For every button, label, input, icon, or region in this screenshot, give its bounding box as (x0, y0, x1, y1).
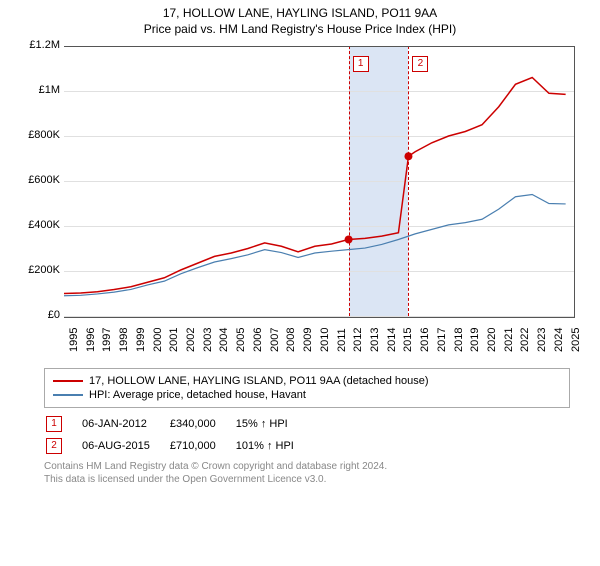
sale-delta: 15% ↑ HPI (236, 414, 312, 434)
sales-table: 106-JAN-2012£340,00015% ↑ HPI206-AUG-201… (44, 412, 314, 458)
x-axis-label: 1995 (68, 328, 80, 352)
x-axis-label: 2003 (202, 328, 214, 352)
x-axis-label: 2014 (386, 328, 398, 352)
sale-price: £710,000 (170, 436, 234, 456)
sale-price: £340,000 (170, 414, 234, 434)
x-axis-label: 2019 (469, 328, 481, 352)
x-axis-label: 2025 (570, 328, 582, 352)
x-axis-label: 2023 (536, 328, 548, 352)
series-hpi (64, 195, 566, 296)
sale-number: 2 (46, 436, 80, 456)
footer-line-1: Contains HM Land Registry data © Crown c… (44, 460, 570, 473)
footer-attribution: Contains HM Land Registry data © Crown c… (44, 460, 570, 486)
table-row: 206-AUG-2015£710,000101% ↑ HPI (46, 436, 312, 456)
sale-marker (404, 152, 412, 160)
footer-line-2: This data is licensed under the Open Gov… (44, 473, 570, 486)
x-axis-label: 2001 (168, 328, 180, 352)
legend-swatch (53, 380, 83, 382)
x-axis-label: 2000 (152, 328, 164, 352)
legend-swatch (53, 394, 83, 396)
x-axis-label: 2016 (419, 328, 431, 352)
x-axis-label: 2022 (519, 328, 531, 352)
sale-delta: 101% ↑ HPI (236, 436, 312, 456)
x-axis-label: 1996 (85, 328, 97, 352)
page-title: 17, HOLLOW LANE, HAYLING ISLAND, PO11 9A… (0, 6, 600, 20)
x-axis-label: 2006 (252, 328, 264, 352)
x-axis-label: 2007 (269, 328, 281, 352)
page-subtitle: Price paid vs. HM Land Registry's House … (0, 22, 600, 36)
x-axis-label: 2021 (503, 328, 515, 352)
sale-date: 06-JAN-2012 (82, 414, 168, 434)
series-price_paid (64, 78, 566, 294)
x-axis-label: 2002 (185, 328, 197, 352)
x-axis-label: 2004 (218, 328, 230, 352)
x-axis-label: 2010 (319, 328, 331, 352)
x-axis-label: 2005 (235, 328, 247, 352)
x-axis-label: 2013 (369, 328, 381, 352)
x-axis-label: 2011 (336, 328, 348, 352)
x-axis-label: 1997 (101, 328, 113, 352)
x-axis-label: 2008 (285, 328, 297, 352)
x-axis-label: 2017 (436, 328, 448, 352)
x-axis-label: 1998 (118, 328, 130, 352)
x-axis-label: 2012 (352, 328, 364, 352)
legend-label: HPI: Average price, detached house, Hava… (89, 389, 306, 401)
x-axis-label: 2015 (402, 328, 414, 352)
legend-item: 17, HOLLOW LANE, HAYLING ISLAND, PO11 9A… (53, 375, 561, 387)
chart-container: £0£200K£400K£600K£800K£1M£1.2M1219951996… (20, 40, 580, 360)
legend: 17, HOLLOW LANE, HAYLING ISLAND, PO11 9A… (44, 368, 570, 408)
legend-label: 17, HOLLOW LANE, HAYLING ISLAND, PO11 9A… (89, 375, 429, 387)
sale-number: 1 (46, 414, 80, 434)
x-axis-label: 2024 (553, 328, 565, 352)
sale-date: 06-AUG-2015 (82, 436, 168, 456)
x-axis-label: 1999 (135, 328, 147, 352)
sale-marker (345, 236, 353, 244)
table-row: 106-JAN-2012£340,00015% ↑ HPI (46, 414, 312, 434)
legend-item: HPI: Average price, detached house, Hava… (53, 389, 561, 401)
x-axis-label: 2009 (302, 328, 314, 352)
x-axis-label: 2018 (453, 328, 465, 352)
x-axis-label: 2020 (486, 328, 498, 352)
chart-svg (20, 40, 578, 320)
